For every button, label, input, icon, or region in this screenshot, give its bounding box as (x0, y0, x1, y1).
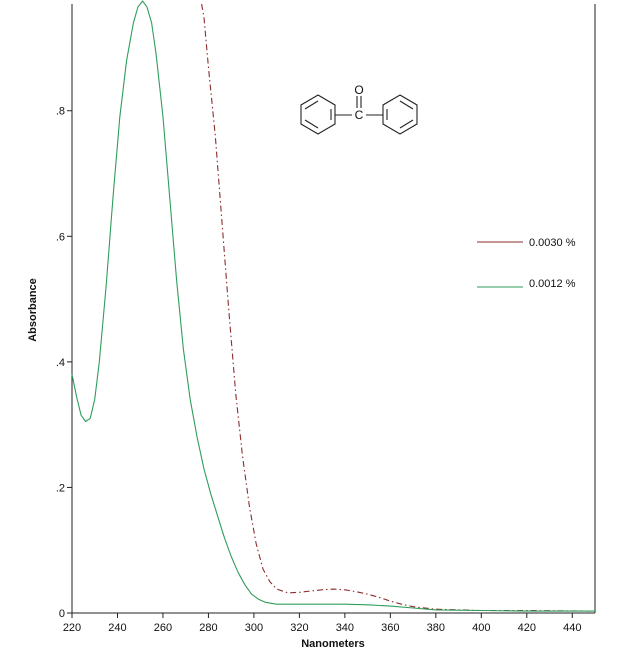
x-tick-label: 340 (336, 622, 354, 634)
x-axis-title: Nanometers (301, 638, 365, 650)
x-tick-label: 220 (63, 622, 81, 634)
series-line-0012-percent (71, 0, 595, 612)
y-axis-title: Absorbance (27, 278, 39, 342)
x-tick-label: 400 (472, 622, 490, 634)
y-tick-label: 0 (59, 608, 65, 620)
y-tick-label: .2 (56, 482, 65, 494)
y-tick-label: .4 (56, 357, 65, 369)
plot-area-frame (71, 4, 596, 614)
y-tick-label: .8 (56, 106, 65, 118)
x-tick-label: 440 (563, 622, 581, 634)
y-ticks: 0 .2 .4 .6 .8 (56, 106, 72, 620)
right-phenyl-ring (382, 94, 418, 135)
right-ring-inner-bond-2 (399, 100, 414, 110)
left-ring-inner-bond-2 (304, 100, 319, 110)
legend-label-0012: 0.0012 % (529, 278, 576, 290)
left-phenyl-ring (300, 94, 336, 135)
carbonyl-carbon-label: C (355, 108, 364, 122)
y-tick-label: .6 (56, 231, 65, 243)
series-layer (71, 0, 596, 612)
left-ring-inner-bond-3 (304, 119, 319, 129)
x-ticks: 220 240 260 280 300 320 340 360 380 400 420 440 (63, 613, 581, 634)
x-tick-label: 360 (381, 622, 399, 634)
carbonyl-oxygen-label: O (354, 83, 363, 97)
x-tick-label: 420 (518, 622, 536, 634)
x-tick-label: 280 (199, 622, 217, 634)
x-tick-label: 380 (427, 622, 445, 634)
right-ring-inner-bond-3 (399, 119, 414, 129)
series-line-0030-percent (201, 3, 596, 612)
x-tick-label: 320 (290, 622, 308, 634)
x-tick-label: 260 (154, 622, 172, 634)
legend-label-0030: 0.0030 % (529, 237, 576, 249)
x-tick-label: 300 (245, 622, 263, 634)
x-tick-label: 240 (108, 622, 126, 634)
legend: 0.0030 % 0.0012 % (477, 237, 576, 290)
benzophenone-structure (300, 94, 418, 135)
